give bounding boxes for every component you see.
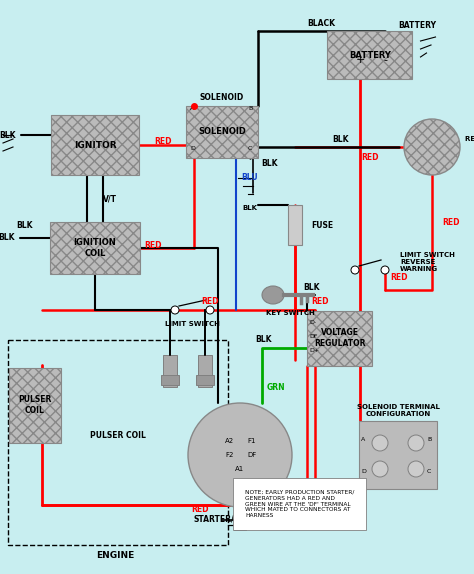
Circle shape	[188, 403, 292, 507]
Text: F1: F1	[248, 438, 256, 444]
Text: BLK: BLK	[255, 335, 272, 344]
Text: B: B	[248, 106, 252, 111]
Circle shape	[206, 306, 214, 314]
Text: RED: RED	[390, 273, 408, 282]
Text: A: A	[361, 437, 365, 442]
Text: RED: RED	[191, 506, 209, 514]
Text: IGNITION
COIL: IGNITION COIL	[73, 238, 117, 258]
Text: D-: D-	[310, 320, 317, 325]
Text: RED: RED	[144, 241, 162, 250]
Text: B: B	[427, 437, 431, 442]
Text: NOTE; EARLY PRODUCTION STARTER/
GENERATORS HAD A RED AND
GREEN WIRE AT THE 'DF' : NOTE; EARLY PRODUCTION STARTER/ GENERATO…	[245, 490, 355, 518]
Text: BLU: BLU	[241, 173, 258, 183]
Bar	[328, 31, 412, 79]
Text: +: +	[356, 55, 365, 65]
Text: RED: RED	[442, 218, 459, 227]
Text: SOLENOID: SOLENOID	[198, 127, 246, 137]
Circle shape	[372, 435, 388, 451]
Text: RED: RED	[155, 138, 172, 146]
Text: BLK: BLK	[333, 134, 349, 144]
Text: A: A	[190, 106, 194, 111]
Text: VOLTAGE
REGULATOR: VOLTAGE REGULATOR	[314, 328, 366, 348]
Circle shape	[408, 435, 424, 451]
Text: F2: F2	[226, 452, 234, 458]
Circle shape	[404, 119, 460, 175]
Bar	[51, 115, 139, 175]
Text: RED: RED	[311, 297, 329, 307]
Text: STARTER/GENERATOR: STARTER/GENERATOR	[193, 514, 286, 523]
Bar	[196, 375, 214, 385]
Text: LIMIT SWITCH
REVERSE
WARNING: LIMIT SWITCH REVERSE WARNING	[400, 252, 455, 272]
Text: PULSER COIL: PULSER COIL	[90, 430, 146, 440]
Bar	[9, 367, 61, 443]
Text: BLK: BLK	[262, 160, 278, 169]
Text: GRN: GRN	[267, 383, 286, 393]
Circle shape	[351, 266, 359, 274]
Bar	[163, 355, 177, 387]
Text: LIMIT SWITCH: LIMIT SWITCH	[164, 321, 219, 327]
Text: BLACK: BLACK	[308, 20, 336, 29]
Text: KEY SWITCH: KEY SWITCH	[265, 310, 314, 316]
Text: DF: DF	[310, 334, 318, 339]
Text: BATTERY: BATTERY	[349, 51, 391, 60]
Text: BLK: BLK	[243, 205, 257, 211]
Text: ENGINE: ENGINE	[96, 550, 134, 560]
Text: V/T: V/T	[103, 194, 117, 203]
Text: A2: A2	[226, 438, 235, 444]
Circle shape	[372, 461, 388, 477]
Text: BLK: BLK	[16, 221, 33, 230]
Bar	[198, 355, 212, 387]
Circle shape	[408, 461, 424, 477]
Text: SOLENOID: SOLENOID	[200, 94, 244, 103]
Text: D+: D+	[310, 348, 319, 353]
Bar	[308, 311, 373, 366]
Text: PULSER
COIL: PULSER COIL	[18, 395, 52, 414]
Text: FUSE: FUSE	[311, 220, 333, 230]
Text: BATTERY: BATTERY	[399, 21, 437, 29]
Bar	[186, 106, 258, 158]
Circle shape	[381, 266, 389, 274]
Text: CONFIGURATION: CONFIGURATION	[365, 411, 430, 417]
Bar	[8, 340, 228, 545]
Text: BLK: BLK	[0, 130, 16, 139]
Bar	[359, 421, 437, 489]
Text: BLK: BLK	[303, 282, 319, 292]
Circle shape	[171, 306, 179, 314]
Text: BLK: BLK	[0, 234, 15, 242]
Text: C: C	[427, 469, 431, 474]
Ellipse shape	[262, 286, 284, 304]
Text: RED: RED	[361, 153, 379, 161]
Text: C: C	[248, 146, 252, 151]
Text: D: D	[361, 469, 366, 474]
Text: -: -	[383, 55, 387, 65]
Text: IGNITOR: IGNITOR	[73, 141, 116, 149]
Text: D: D	[190, 146, 195, 151]
Bar	[50, 222, 140, 274]
Text: DF: DF	[247, 452, 256, 458]
Text: A1: A1	[236, 466, 245, 472]
Bar	[161, 375, 179, 385]
Text: RED: RED	[201, 297, 219, 307]
Text: REVERSE WARNING: REVERSE WARNING	[465, 136, 474, 142]
Bar	[288, 205, 302, 245]
Text: SOLENOID TERMINAL: SOLENOID TERMINAL	[356, 404, 439, 410]
